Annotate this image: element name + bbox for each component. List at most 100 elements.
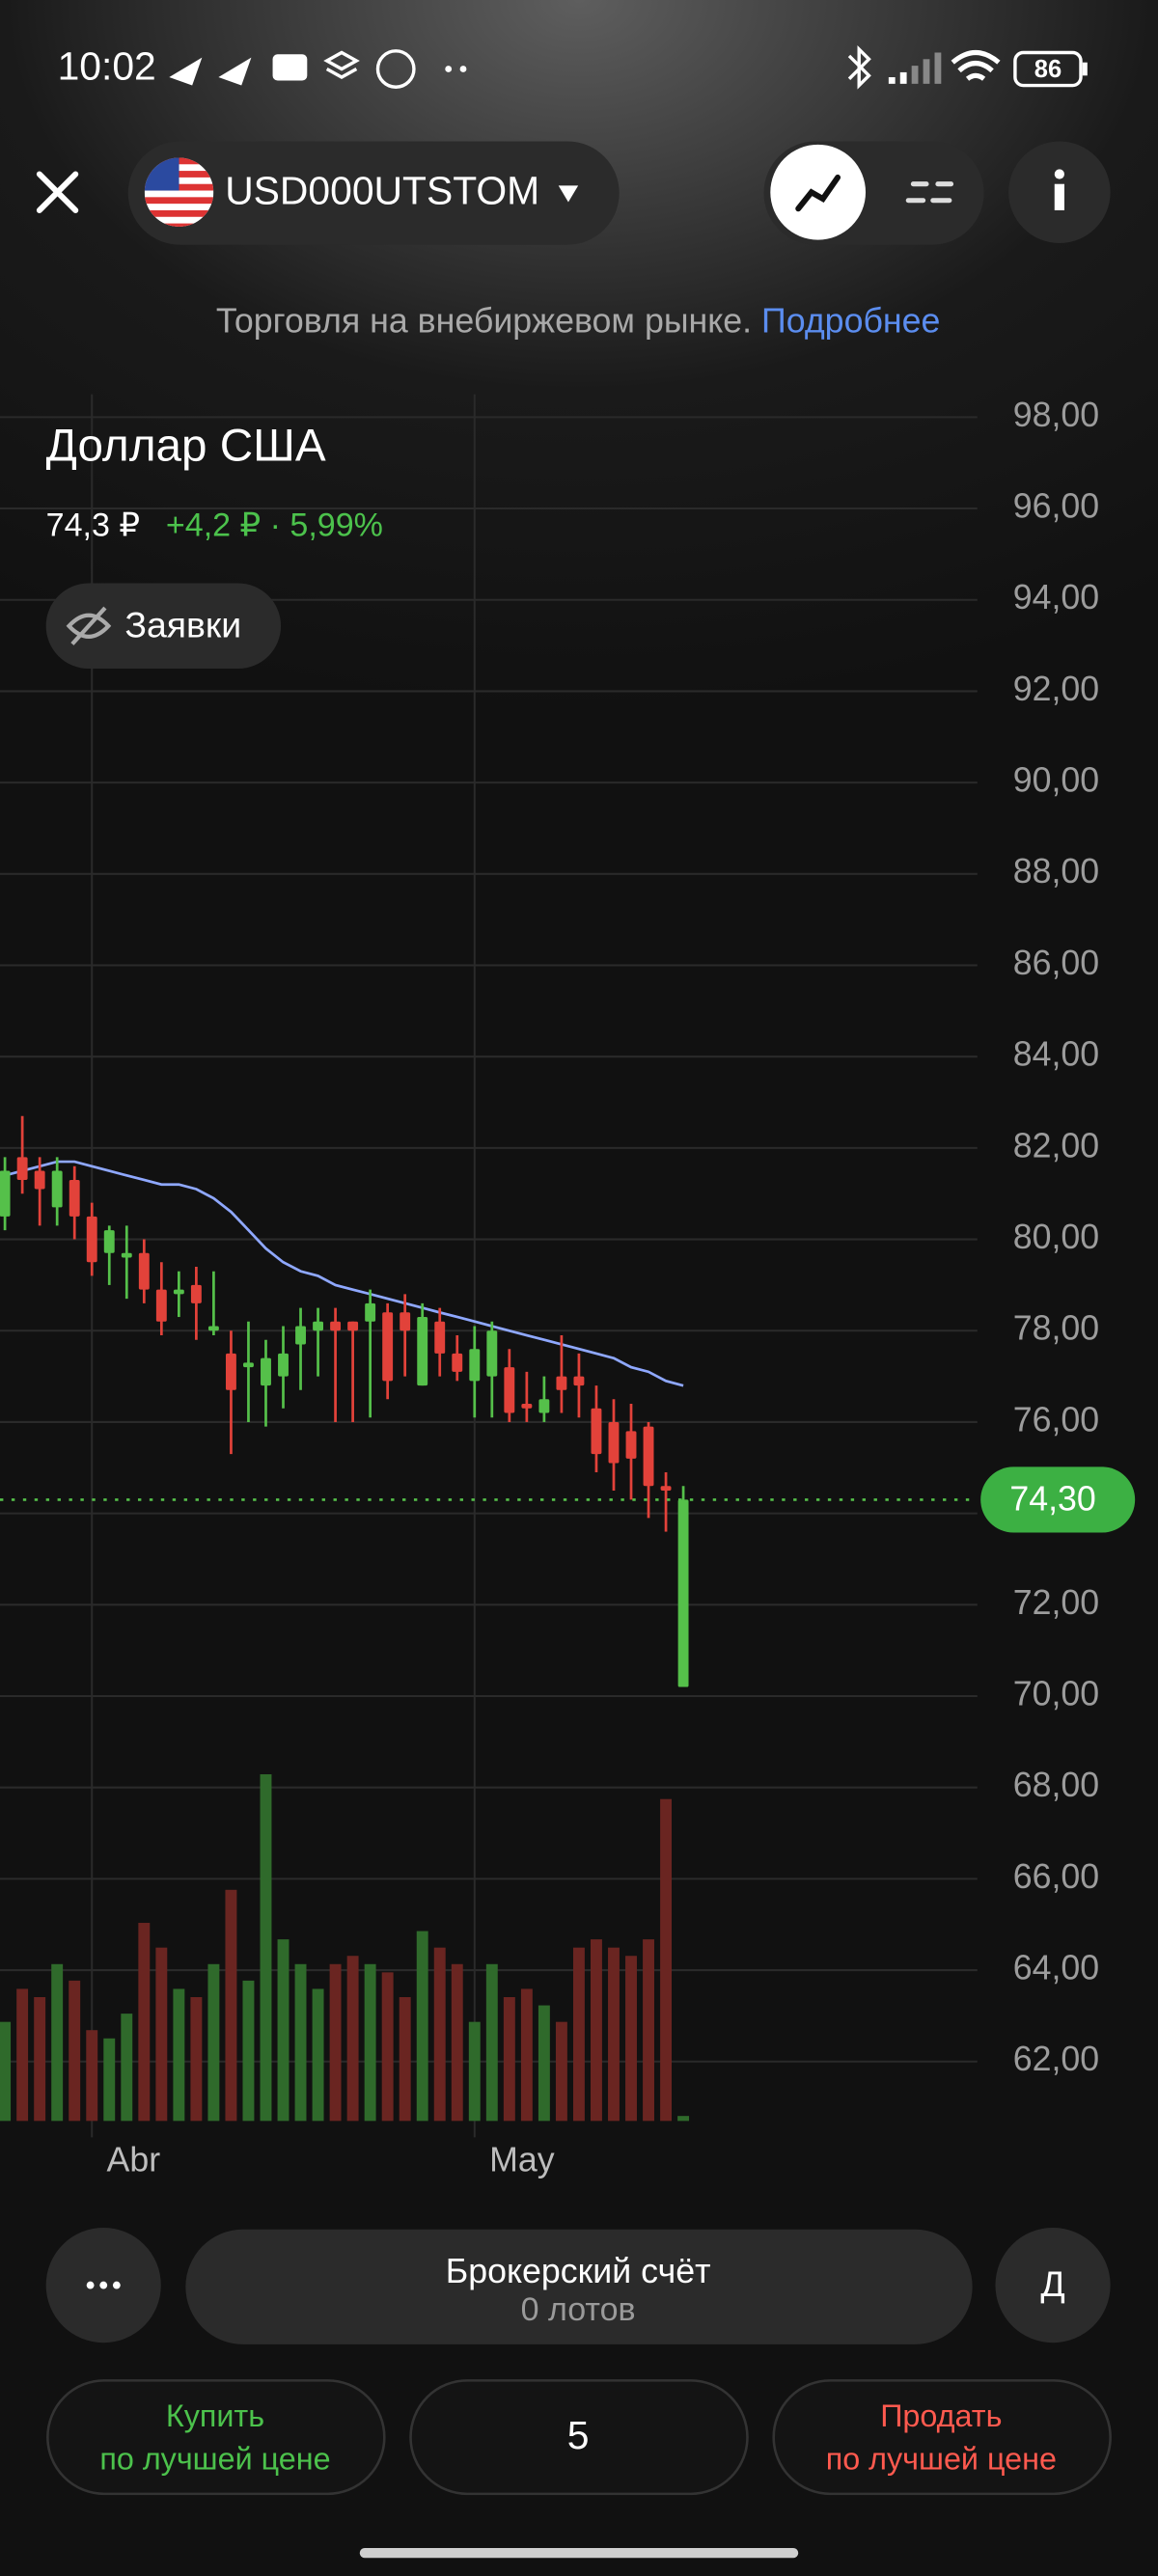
y-tick-label: 76,00 (1013, 1400, 1099, 1439)
volume-bar (294, 1963, 307, 2122)
candle-body (382, 1312, 394, 1382)
ticker-selector[interactable] (127, 141, 620, 245)
candle-body (591, 1408, 602, 1455)
volume-bar (643, 1939, 654, 2122)
y-tick-label: 92,00 (1013, 670, 1099, 708)
candle-body (69, 1180, 80, 1217)
volume-bar (399, 1997, 411, 2122)
volume-bar (242, 1980, 255, 2122)
volume-bar (155, 1947, 168, 2122)
instrument-price: 74,3 ₽ (46, 507, 140, 544)
volume-bar (34, 1997, 46, 2122)
buy-button[interactable] (46, 2379, 386, 2496)
y-tick-label: 98,00 (1013, 396, 1099, 434)
volume-bar (86, 2030, 98, 2122)
notice-text: Торговля на внебиржевом рынке. (216, 302, 752, 341)
volume-bar (190, 1997, 203, 2122)
candle-body (261, 1357, 271, 1386)
dropdown-arrow (558, 185, 579, 203)
y-tick-label: 96,00 (1013, 486, 1099, 525)
y-tick-label: 72,00 (1013, 1583, 1099, 1622)
line-chart-icon (795, 174, 841, 212)
notice-link[interactable]: Подробнее (761, 302, 940, 341)
y-tick-label: 78,00 (1013, 1309, 1099, 1348)
volume-bar (608, 1947, 620, 2122)
candle-body (173, 1289, 184, 1295)
candle-body (469, 1349, 481, 1382)
candle-body (243, 1362, 254, 1368)
account-avatar[interactable] (995, 2228, 1111, 2343)
candle-body (86, 1216, 97, 1263)
quantity: 5 (567, 2413, 590, 2457)
volume-bar (346, 1956, 359, 2122)
x-tick-label: Abr (107, 2140, 161, 2179)
candle-body (207, 1326, 219, 1331)
candle-body (660, 1486, 672, 1491)
volume-bar (555, 2021, 567, 2122)
candle-body (51, 1170, 63, 1208)
y-tick-label: 86,00 (1013, 944, 1099, 982)
candle-chart-icon[interactable] (905, 181, 954, 204)
battery-level: 86 (1034, 56, 1062, 83)
orders-button[interactable] (45, 583, 282, 670)
info-icon-stem (1054, 183, 1064, 210)
volume-bar (69, 1980, 81, 2122)
volume-bar (207, 1963, 220, 2122)
volume-bar (468, 2021, 481, 2122)
candle-body (538, 1399, 550, 1413)
buy-sublabel: по лучшей цене (99, 2441, 330, 2476)
candle-body (313, 1321, 324, 1331)
candle-body (677, 1499, 689, 1687)
account-selector[interactable] (185, 2229, 973, 2344)
instrument-name: Доллар США (46, 420, 326, 471)
candle-body (400, 1312, 411, 1331)
x-tick-label: May (489, 2140, 555, 2179)
moving-average (4, 1160, 684, 1387)
candle-body (417, 1317, 428, 1386)
candle-body (103, 1230, 115, 1253)
candle-body (573, 1376, 585, 1386)
volume-bar (416, 1931, 428, 2122)
sell-label: Продать (880, 2398, 1002, 2433)
ticker: USD000UTSTOM (225, 169, 539, 213)
y-tick-label: 64,00 (1013, 1949, 1099, 1987)
volume-bar (538, 2005, 550, 2122)
volume-bar (103, 2038, 116, 2122)
buy-label: Купить (166, 2398, 264, 2433)
candle-body (0, 1170, 11, 1217)
volume-bar (312, 1988, 324, 2122)
candle-body (556, 1376, 567, 1390)
account-letter: Д (1040, 2263, 1064, 2304)
candle-body (295, 1326, 306, 1345)
orders-button-label: Заявки (124, 604, 241, 644)
candle-body (452, 1353, 463, 1372)
candle-body (521, 1404, 533, 1409)
volume-bar (451, 1963, 463, 2122)
line-chart-button[interactable] (770, 144, 867, 240)
close-button[interactable] (36, 171, 79, 213)
candle-body (625, 1431, 637, 1459)
header-glow (0, 0, 1158, 789)
more-dot (86, 2281, 95, 2289)
candle-body (225, 1353, 236, 1390)
volume-bar (485, 1963, 498, 2122)
y-tick-label: 82,00 (1013, 1126, 1099, 1165)
quantity-field[interactable] (409, 2379, 749, 2496)
candle-body (16, 1157, 28, 1181)
candle-body (34, 1170, 45, 1190)
volume-bar (503, 1997, 515, 2122)
volume-bar (16, 1988, 29, 2122)
candle-body (330, 1321, 342, 1331)
sell-button[interactable] (772, 2379, 1112, 2496)
volume-bar (625, 1956, 637, 2122)
account-name: Брокерский счёт (446, 2252, 711, 2290)
candle-body (138, 1252, 150, 1290)
hidden-eye-icon (66, 606, 112, 645)
y-tick-label: 66,00 (1013, 1857, 1099, 1896)
candle-body (434, 1321, 446, 1354)
candle-body (504, 1367, 515, 1413)
candle-body (486, 1330, 498, 1377)
volume-bar (381, 1972, 394, 2122)
candle-body (643, 1426, 654, 1487)
